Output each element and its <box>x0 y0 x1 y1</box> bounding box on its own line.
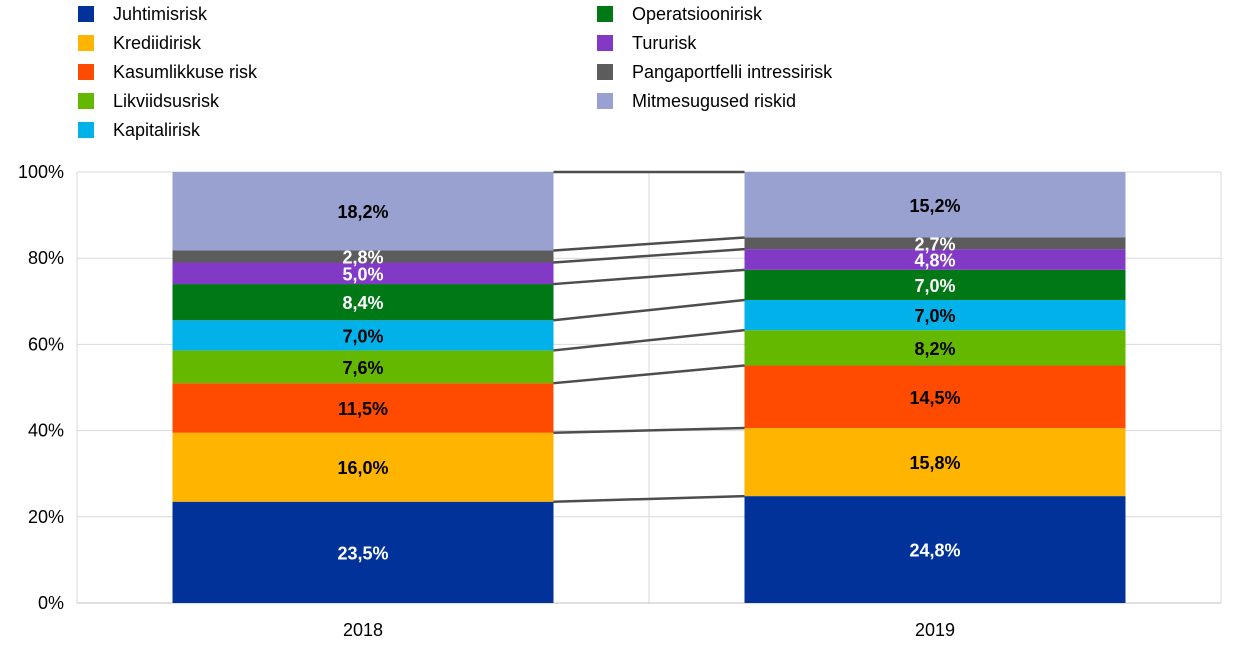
bar-segment <box>744 269 1126 301</box>
y-tick-label: 0% <box>38 593 64 613</box>
bar-segment <box>744 172 1126 238</box>
bar-segment <box>744 249 1126 270</box>
legend-label: Juhtimisrisk <box>113 4 208 24</box>
series-connector-line <box>553 247 745 264</box>
bar-segment <box>172 501 554 603</box>
legend-label: Kapitalirisk <box>113 120 201 140</box>
bar-segment <box>744 330 1126 366</box>
y-tick-label: 40% <box>28 421 64 441</box>
bar-segment <box>172 432 554 502</box>
bar-segment <box>172 262 554 285</box>
legend-swatch <box>597 6 613 22</box>
data-label: 15,2% <box>909 196 960 216</box>
data-label: 8,2% <box>914 339 955 359</box>
data-label: 2,7% <box>914 234 955 254</box>
data-label: 18,2% <box>337 202 388 222</box>
series-connector-line <box>553 426 745 435</box>
series-connector-line <box>553 364 745 385</box>
legend-label: Tururisk <box>632 33 697 53</box>
legend-swatch <box>597 93 613 109</box>
data-label: 5,0% <box>342 264 383 284</box>
bar-segment <box>744 496 1126 603</box>
bar-segment <box>744 428 1126 497</box>
legend-label: Mitmesugused riskid <box>632 91 796 111</box>
data-label: 7,6% <box>342 358 383 378</box>
series-connector-line <box>553 328 745 352</box>
series-connector-line <box>553 298 745 322</box>
data-label: 24,8% <box>909 541 960 561</box>
bar-segment <box>172 320 554 351</box>
data-label: 4,8% <box>914 250 955 270</box>
data-label: 16,0% <box>337 458 388 478</box>
series-connector-line <box>553 268 745 286</box>
series-connector-line <box>553 236 745 252</box>
legend-swatch <box>78 6 94 22</box>
y-tick-label: 80% <box>28 248 64 268</box>
y-tick-label: 20% <box>28 507 64 527</box>
legend-swatch <box>597 35 613 51</box>
legend-label: Kasumlikkuse risk <box>113 62 258 82</box>
bar-segment <box>744 365 1126 429</box>
data-label: 7,0% <box>914 276 955 296</box>
legend-swatch <box>78 64 94 80</box>
series-connector-line <box>553 494 745 503</box>
legend-label: Likviidsusrisk <box>113 91 220 111</box>
bar-segment <box>172 250 554 263</box>
legend-label: Operatsioonirisk <box>632 4 763 24</box>
bar-segment <box>172 383 554 433</box>
legend-swatch <box>78 93 94 109</box>
data-label: 8,4% <box>342 293 383 313</box>
data-label: 23,5% <box>337 543 388 563</box>
bar-segment <box>172 284 554 321</box>
data-label: 7,0% <box>342 326 383 346</box>
data-label: 7,0% <box>914 306 955 326</box>
legend-swatch <box>597 64 613 80</box>
bar-segment <box>172 172 554 251</box>
y-tick-label: 60% <box>28 334 64 354</box>
legend-label: Pangaportfelli intressirisk <box>632 62 833 82</box>
data-label: 15,8% <box>909 453 960 473</box>
bar-segment <box>172 350 554 384</box>
legend-label: Krediidirisk <box>113 33 202 53</box>
data-label: 14,5% <box>909 388 960 408</box>
bar-segment <box>744 237 1126 250</box>
legend-swatch <box>78 122 94 138</box>
y-tick-label: 100% <box>18 162 64 182</box>
bar-segment <box>744 300 1126 331</box>
x-tick-label: 2018 <box>343 620 383 640</box>
data-label: 11,5% <box>338 399 388 419</box>
legend-swatch <box>78 35 94 51</box>
x-tick-label: 2019 <box>915 620 955 640</box>
data-label: 2,8% <box>342 247 383 267</box>
